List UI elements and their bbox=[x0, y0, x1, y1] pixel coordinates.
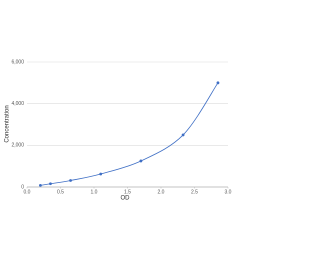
y-tick-label: 0 bbox=[21, 184, 24, 190]
data-point bbox=[181, 133, 185, 137]
data-point bbox=[216, 81, 220, 85]
x-tick-label: 1.5 bbox=[124, 189, 131, 195]
y-axis-label: Concentration bbox=[5, 105, 11, 142]
y-tick-label: 4,000 bbox=[11, 101, 24, 107]
x-tick-label: 0.5 bbox=[57, 189, 64, 195]
series-line bbox=[40, 82, 219, 186]
x-tick-label: 2.5 bbox=[191, 189, 198, 195]
x-tick-label: 2.0 bbox=[158, 189, 165, 195]
data-point bbox=[49, 182, 52, 186]
chart: OD Concentration 0 2,000 4,000 6,000 0.0 0.5 1… bbox=[5, 59, 232, 202]
x-tick-label: 0.0 bbox=[24, 189, 31, 195]
data-point bbox=[99, 172, 103, 176]
page: {"chart_data": {"type": "line", "smooth"… bbox=[4, 59, 232, 202]
data-point bbox=[39, 183, 42, 187]
data-point bbox=[139, 159, 143, 163]
y-tick-label: 6,000 bbox=[11, 59, 24, 65]
x-tick-label: 1.0 bbox=[91, 189, 98, 195]
x-tick-label: 3.0 bbox=[225, 189, 232, 195]
y-tick-label: 2,000 bbox=[11, 143, 24, 149]
x-axis-label: OD bbox=[121, 196, 131, 202]
data-point bbox=[69, 179, 72, 182]
